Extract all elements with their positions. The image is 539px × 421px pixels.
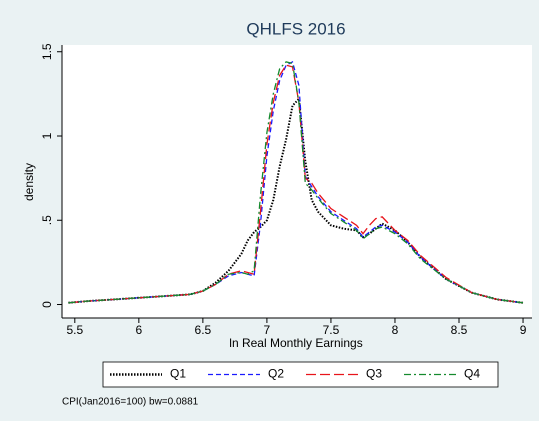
legend-box (102, 361, 499, 388)
y-tick-label: 1.5 (40, 43, 54, 60)
density-line (68, 60, 524, 304)
density-line (68, 64, 524, 304)
legend-label: Q1 (170, 367, 186, 381)
legend-label: Q2 (268, 367, 284, 381)
plot-area (62, 45, 532, 318)
x-tick-label: 7.5 (323, 323, 340, 337)
chart-title: QHLFS 2016 (246, 19, 345, 38)
x-tick-label: 5.5 (66, 323, 83, 337)
x-tick-label: 8 (392, 323, 399, 337)
x-tick-label: 6.5 (195, 323, 212, 337)
x-tick-label: 6 (135, 323, 142, 337)
y-tick-label: 1 (40, 132, 54, 139)
note: CPI(Jan2016=100) bw=0.0881 (62, 397, 199, 408)
legend-label: Q3 (366, 367, 382, 381)
x-tick-label: 9 (520, 323, 527, 337)
y-axis-label: density (22, 163, 36, 201)
x-tick-label: 7 (264, 323, 271, 337)
y-tick-label: 0 (40, 301, 54, 308)
x-tick-label: 8.5 (451, 323, 468, 337)
x-axis-label: ln Real Monthly Earnings (229, 336, 362, 350)
y-tick-label: .5 (40, 215, 54, 225)
legend-label: Q4 (464, 367, 480, 381)
